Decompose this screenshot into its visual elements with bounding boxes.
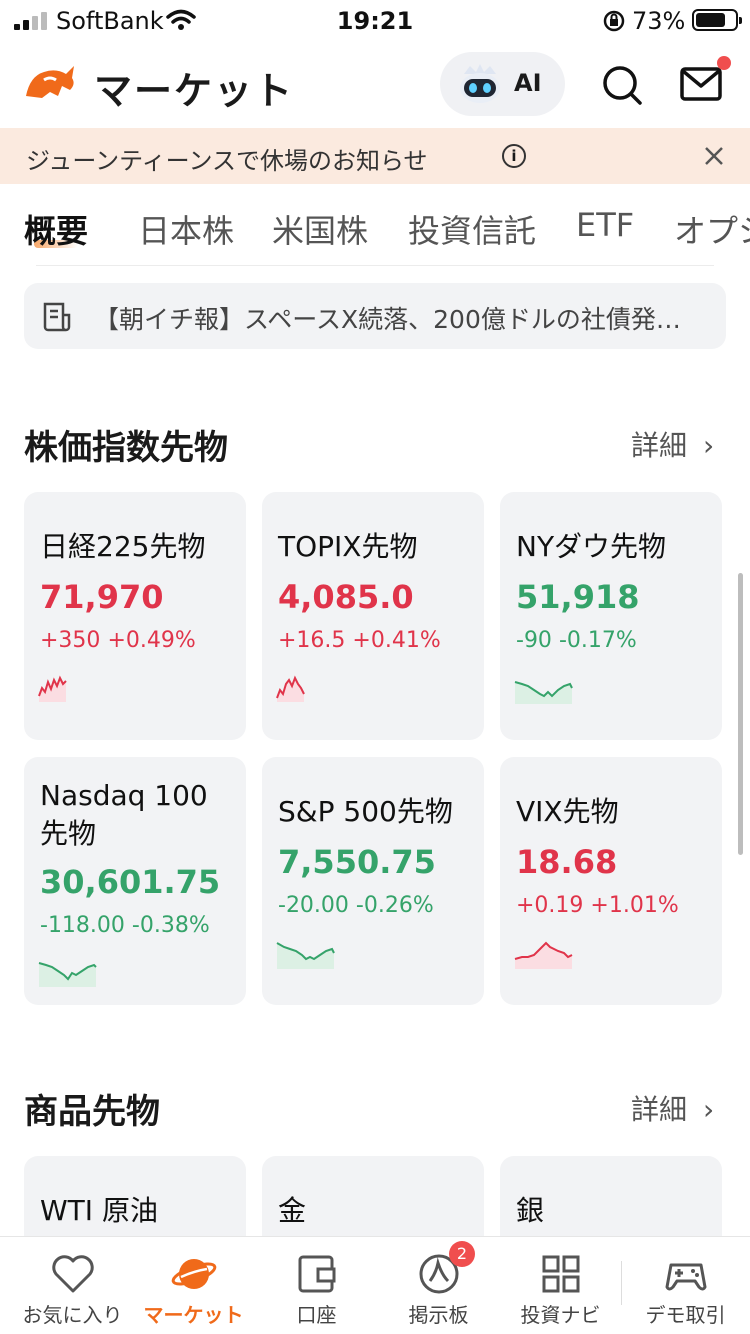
nav-divider (621, 1261, 622, 1305)
card-change: +0.19 +1.01% (516, 893, 679, 918)
battery-percent: 73% (632, 7, 686, 35)
news-ticker[interactable]: 【朝イチ報】スペースX続落、200億ドルの社債発… (24, 283, 726, 349)
cellular-signal-icon (14, 12, 50, 30)
unread-badge: 2 (449, 1241, 475, 1267)
market-tabs: 概要 日本株 米国株 投資信託 ETF オプシ (0, 196, 750, 266)
board-icon (419, 1254, 459, 1294)
info-icon[interactable]: i (502, 144, 526, 168)
robot-icon (460, 64, 500, 103)
tab-overview[interactable]: 概要 (24, 212, 89, 250)
card-change: +350 +0.49% (40, 628, 196, 653)
nav-board[interactable]: 2 掲示板 (376, 1237, 501, 1334)
commodity-futures-more-link[interactable]: 詳細 › (631, 1088, 714, 1128)
card-price: 7,550.75 (278, 843, 436, 881)
card-change: +16.5 +0.41% (278, 628, 441, 653)
card-name: 銀 (516, 1194, 545, 1227)
document-icon (43, 302, 71, 332)
commodity-card-wti[interactable]: WTI 原油 (24, 1156, 246, 1236)
wifi-icon (166, 9, 196, 30)
tab-japan-stocks[interactable]: 日本株 (138, 212, 235, 250)
nav-label: 投資ナビ (520, 1303, 601, 1327)
notification-dot (717, 56, 731, 70)
futures-card-nydow[interactable]: NYダウ先物 51,918 -90 -0.17% (500, 492, 722, 740)
tabs-divider (36, 265, 714, 266)
nav-label: マーケット (143, 1303, 244, 1327)
card-name: VIX先物 (516, 795, 619, 828)
card-price: 18.68 (516, 843, 618, 881)
card-name: TOPIX先物 (278, 530, 418, 563)
nav-market[interactable]: マーケット (131, 1237, 256, 1334)
news-headline: 【朝イチ報】スペースX続落、200億ドルの社債発… (94, 305, 681, 334)
nav-label: 口座 (296, 1303, 337, 1327)
sparkline-chart (514, 681, 573, 704)
mail-icon[interactable] (680, 64, 722, 104)
rotation-lock-icon (603, 10, 625, 32)
card-change: -20.00 -0.26% (278, 893, 434, 918)
card-change: -118.00 -0.38% (40, 913, 210, 938)
card-price: 30,601.75 (40, 863, 221, 901)
sparkline-chart (38, 675, 67, 702)
nav-favorites[interactable]: お気に入り (10, 1237, 135, 1334)
futures-card-vix[interactable]: VIX先物 18.68 +0.19 +1.01% (500, 757, 722, 1005)
card-name: WTI 原油 (40, 1194, 158, 1227)
heart-icon (52, 1255, 94, 1293)
status-bar: SoftBank 19:21 73% (0, 0, 750, 42)
sparkline-chart (38, 962, 97, 987)
scrollbar[interactable] (738, 573, 743, 855)
nav-demo-trading[interactable]: デモ取引 (623, 1237, 748, 1334)
card-name: 日経225先物 (40, 530, 206, 563)
carrier-name: SoftBank (56, 7, 164, 35)
card-name: Nasdaq 100 先物 (40, 779, 208, 850)
futures-card-nikkei225[interactable]: 日経225先物 71,970 +350 +0.49% (24, 492, 246, 740)
commodity-futures-title: 商品先物 (24, 1092, 160, 1132)
search-icon[interactable] (601, 64, 643, 106)
holiday-notice-banner[interactable]: ジューンティーンスで休場のお知らせ i (0, 128, 750, 184)
card-change: -90 -0.17% (516, 628, 637, 653)
gamepad-icon (665, 1263, 707, 1291)
card-name: S&P 500先物 (278, 795, 453, 828)
card-name: NYダウ先物 (516, 530, 667, 563)
index-futures-more-link[interactable]: 詳細 › (631, 424, 714, 464)
more-label: 詳細 (631, 429, 688, 462)
nav-label: 掲示板 (408, 1303, 469, 1327)
futures-card-sp500[interactable]: S&P 500先物 7,550.75 -20.00 -0.26% (262, 757, 484, 1005)
chevron-right-icon: › (703, 429, 715, 462)
card-price: 51,918 (516, 578, 640, 616)
nav-account[interactable]: 口座 (254, 1237, 379, 1334)
index-futures-title: 株価指数先物 (24, 428, 228, 468)
ai-label: AI (514, 69, 542, 97)
nav-label: デモ取引 (645, 1303, 726, 1327)
sparkline-chart (276, 675, 305, 702)
chevron-right-icon: › (703, 1093, 715, 1126)
page-title: マーケット (94, 69, 295, 113)
active-tab-indicator (34, 240, 78, 248)
wallet-icon (298, 1255, 336, 1293)
card-price: 4,085.0 (278, 578, 414, 616)
nav-invest-navi[interactable]: 投資ナビ (498, 1237, 623, 1334)
tab-etf[interactable]: ETF (576, 206, 635, 244)
bottom-navigation: お気に入り マーケット 口座 2 掲示板 投資ナビ (0, 1236, 750, 1334)
card-name: 金 (278, 1194, 307, 1227)
futures-card-nasdaq100[interactable]: Nasdaq 100 先物 30,601.75 -118.00 -0.38% (24, 757, 246, 1005)
card-price: 71,970 (40, 578, 164, 616)
tab-options[interactable]: オプシ (674, 212, 750, 250)
planet-icon (171, 1259, 217, 1289)
sparkline-chart (514, 941, 573, 969)
nav-label: お気に入り (22, 1303, 123, 1327)
app-header: マーケット AI (0, 42, 750, 128)
commodity-card-gold[interactable]: 金 (262, 1156, 484, 1236)
more-label: 詳細 (631, 1093, 688, 1126)
close-icon[interactable] (703, 145, 725, 167)
commodity-card-silver[interactable]: 銀 (500, 1156, 722, 1236)
tab-us-stocks[interactable]: 米国株 (272, 212, 369, 250)
grid-icon (542, 1255, 580, 1293)
tab-mutual-funds[interactable]: 投資信託 (408, 212, 537, 250)
notice-text: ジューンティーンスで休場のお知らせ (26, 147, 428, 175)
bull-logo-icon (26, 66, 74, 98)
futures-card-topix[interactable]: TOPIX先物 4,085.0 +16.5 +0.41% (262, 492, 484, 740)
battery-icon (692, 9, 742, 31)
ai-assistant-button[interactable]: AI (440, 52, 565, 116)
clock: 19:21 (336, 7, 414, 35)
sparkline-chart (276, 942, 335, 969)
